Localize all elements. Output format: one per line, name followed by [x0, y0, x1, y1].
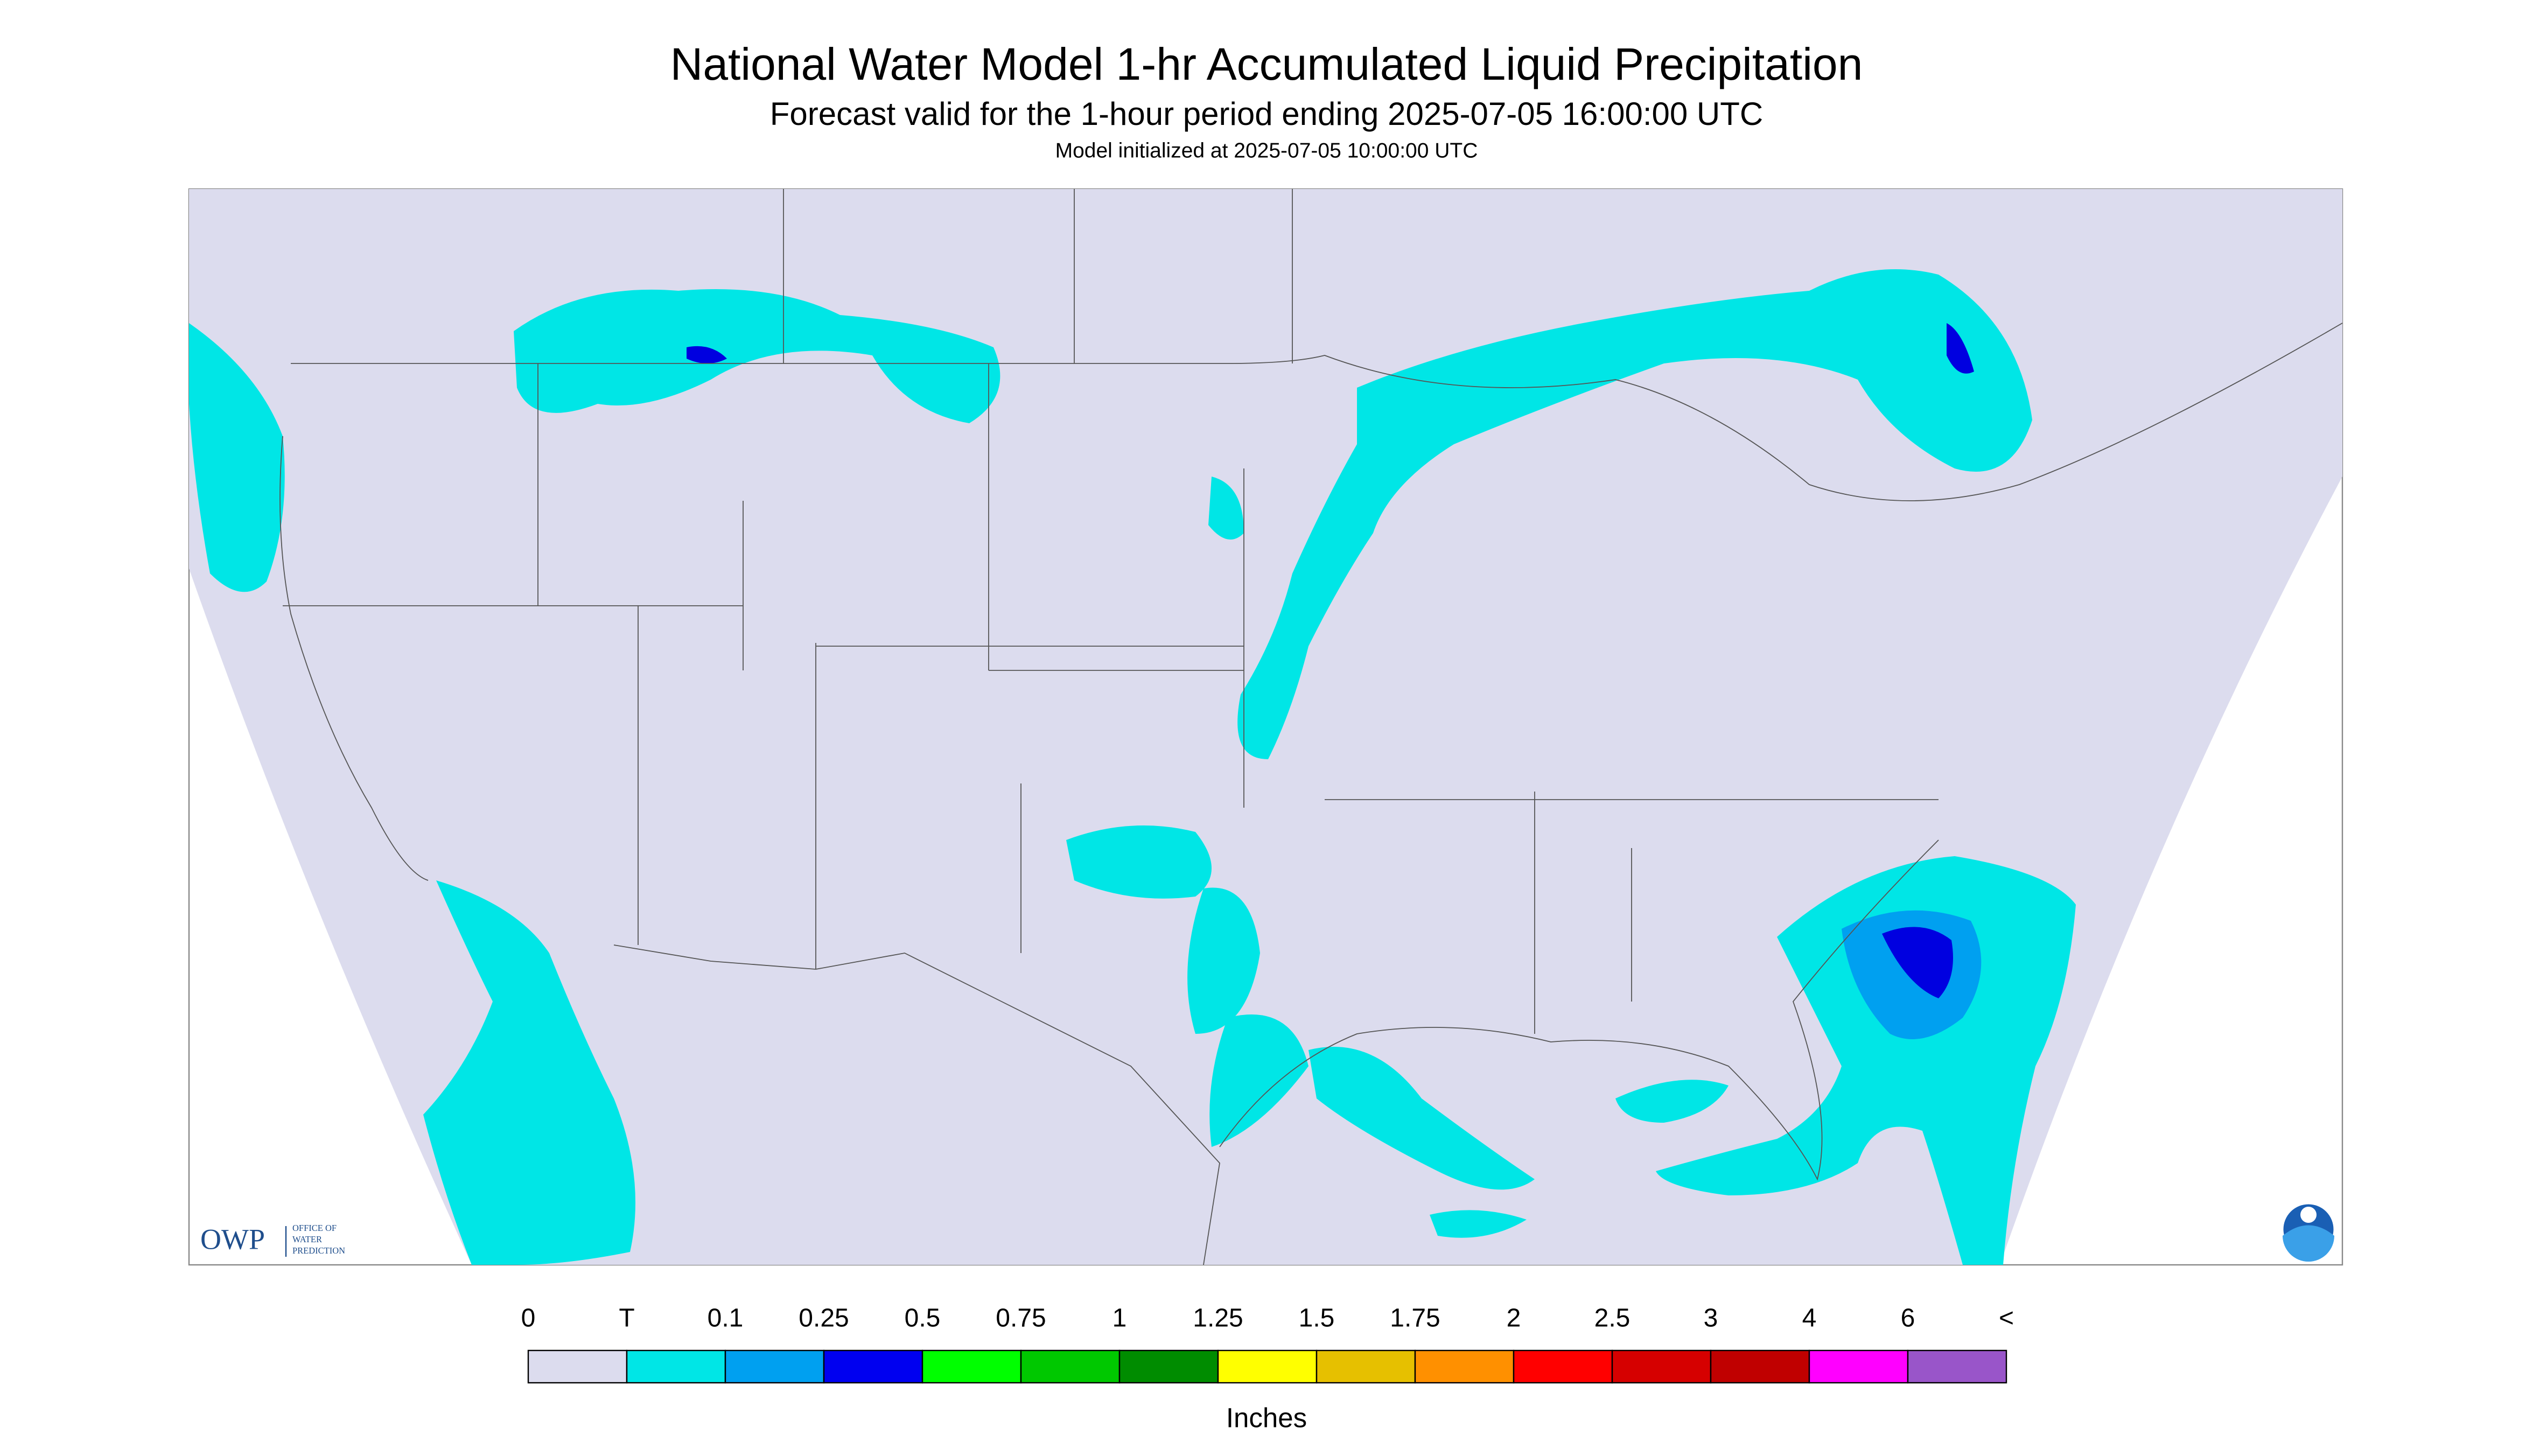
legend-label: 2.5: [1594, 1304, 1631, 1333]
legend-label: 0.1: [708, 1304, 744, 1333]
legend-swatch: [1217, 1349, 1318, 1384]
legend-swatch: [527, 1349, 628, 1384]
legend-swatch: [724, 1349, 825, 1384]
title: National Water Model 1-hr Accumulated Li…: [670, 39, 1863, 89]
legend-label: 6: [1901, 1304, 1915, 1333]
legend-label: 0.75: [996, 1304, 1046, 1333]
legend-label: 1: [1112, 1304, 1127, 1333]
legend-label: 0: [521, 1304, 536, 1333]
legend-swatch: [626, 1349, 726, 1384]
legend-label: 2: [1507, 1304, 1521, 1333]
init-time: Model initialized at 2025-07-05 10:00:00…: [1055, 139, 1478, 162]
legend-swatch: [1710, 1349, 1810, 1384]
legend-label: 0.25: [799, 1304, 849, 1333]
legend: 0 T 0.1 0.25 0.5 0.75 1 1.25 1.5 1.75 2 2.5 3 4 6 <: [521, 1304, 2014, 1384]
legend-swatch: [823, 1349, 923, 1384]
map: [188, 188, 2343, 1266]
noaa-logo: [2282, 1202, 2335, 1262]
legend-label: 1.5: [1299, 1304, 1335, 1333]
legend-label: <: [1999, 1304, 2014, 1333]
legend-label: 0.5: [905, 1304, 941, 1333]
legend-swatch: [1414, 1349, 1515, 1384]
owp-logo: OWP OFFICE OF WATER PREDICTION: [200, 1223, 345, 1257]
owp-name: WATER: [292, 1234, 322, 1244]
owp-name: OFFICE OF: [292, 1223, 337, 1233]
legend-swatch: [1513, 1349, 1613, 1384]
owp-acronym: OWP: [200, 1223, 265, 1255]
legend-swatch: [1020, 1349, 1121, 1384]
legend-swatch: [1808, 1349, 1909, 1384]
legend-swatch: [1118, 1349, 1219, 1384]
legend-swatch: [921, 1349, 1022, 1384]
legend-swatch: [1316, 1349, 1416, 1384]
legend-label: T: [619, 1304, 634, 1333]
legend-label: 3: [1704, 1304, 1718, 1333]
legend-label: 1.75: [1390, 1304, 1440, 1333]
legend-label: 4: [1802, 1304, 1817, 1333]
legend-unit: Inches: [1226, 1402, 1307, 1433]
legend-swatch: [1611, 1349, 1712, 1384]
owp-name: PREDICTION: [292, 1245, 345, 1256]
legend-label: 1.25: [1193, 1304, 1243, 1333]
subtitle: Forecast valid for the 1-hour period end…: [770, 96, 1763, 132]
legend-swatch: [1907, 1349, 2007, 1384]
